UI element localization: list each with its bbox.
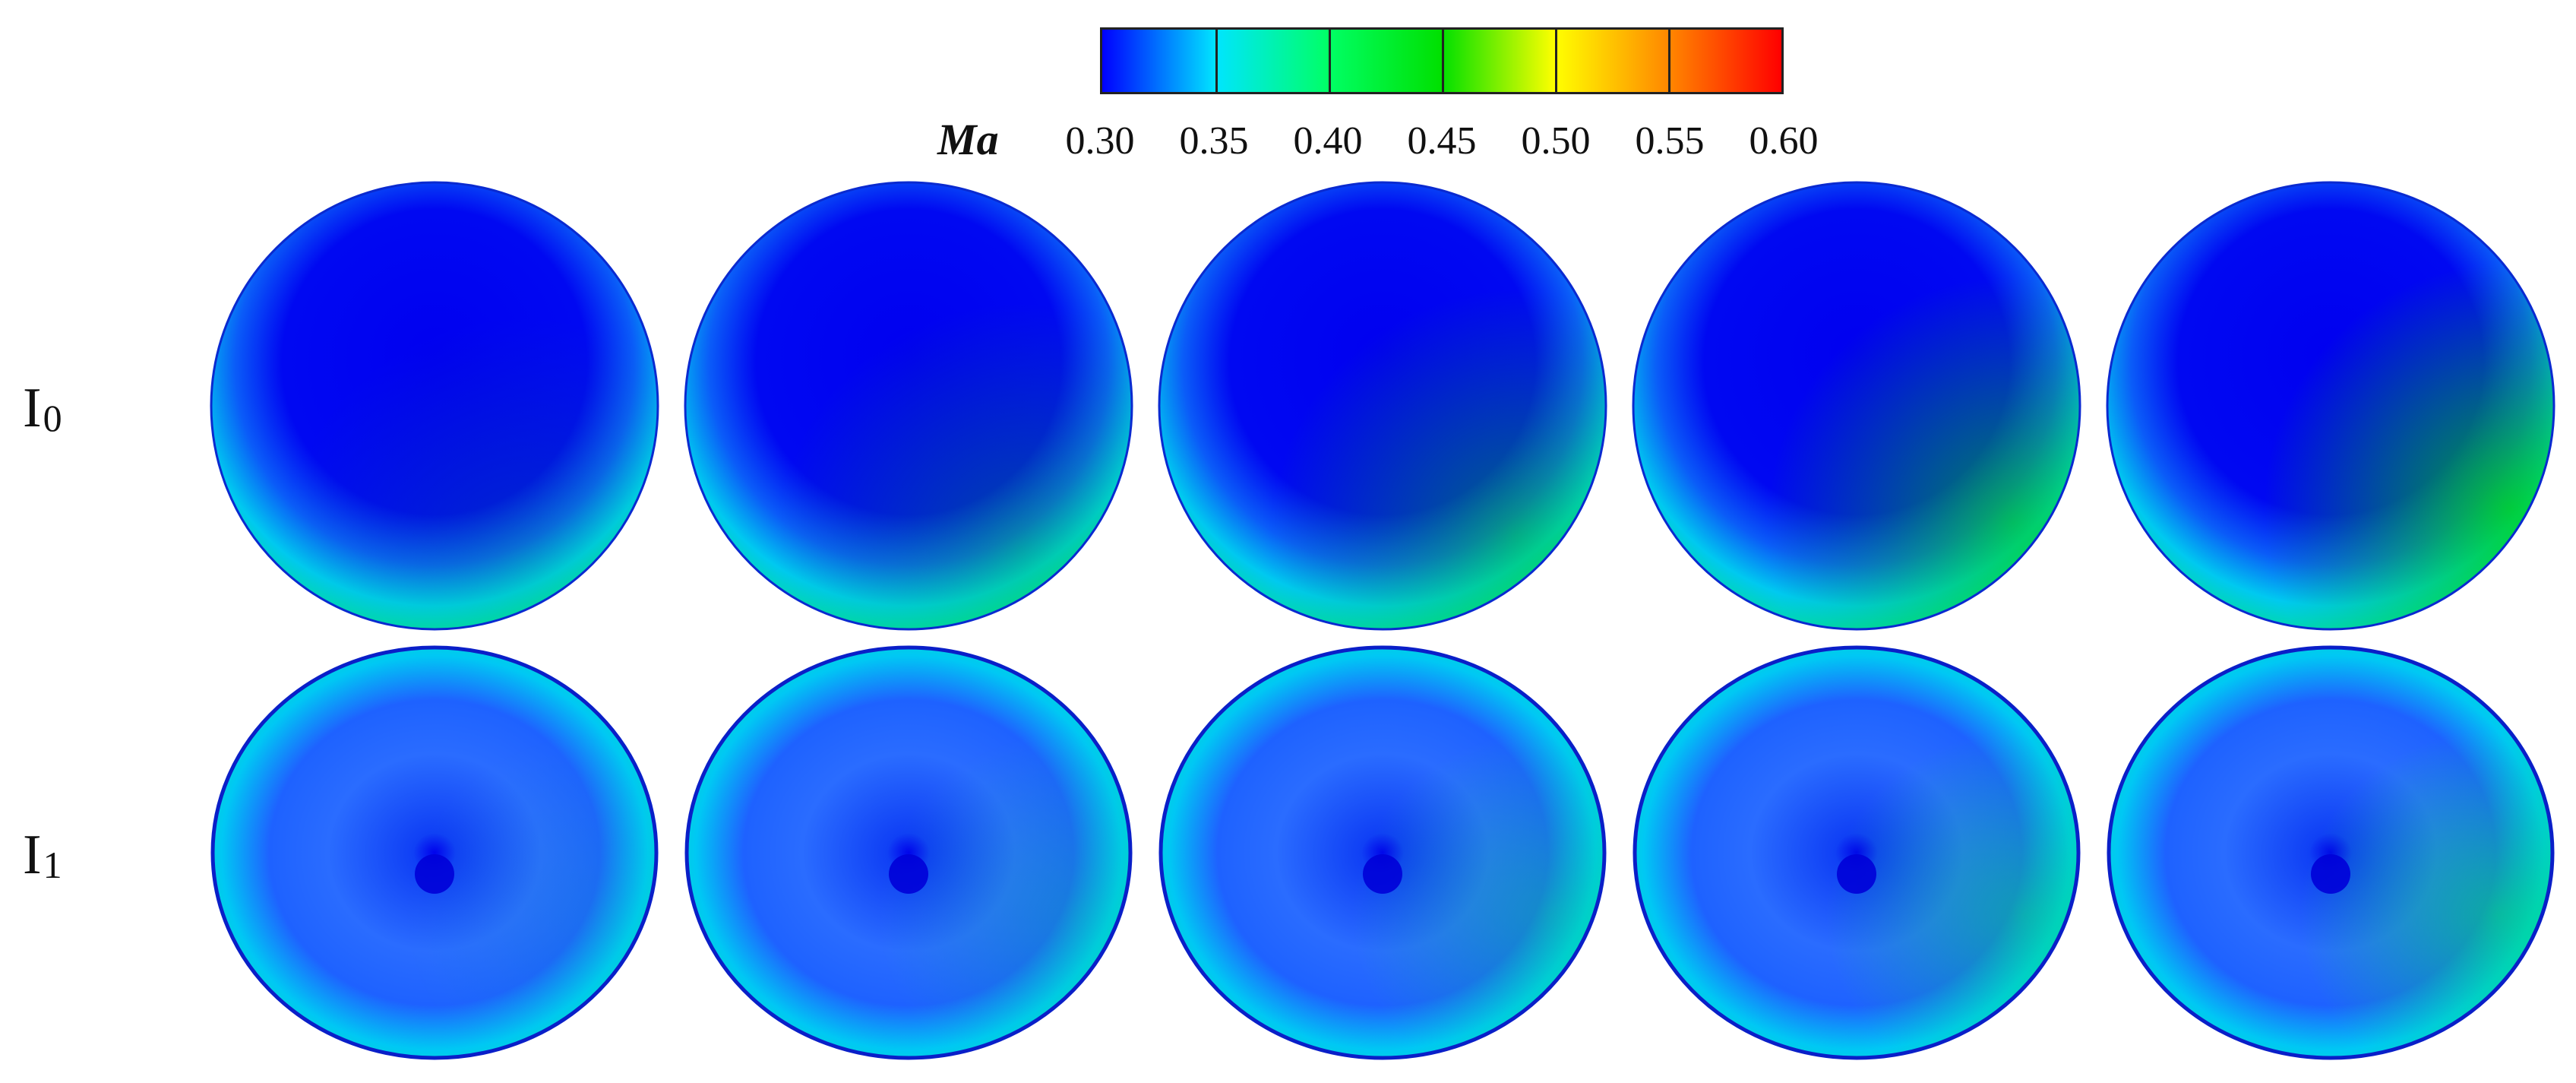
colorbar-separator	[1554, 30, 1557, 92]
colorbar-separator	[1442, 30, 1444, 92]
colorbar-tick-label: 0.30	[1065, 119, 1135, 163]
colorbar-tick-label: 0.50	[1521, 119, 1591, 163]
contour-disk	[684, 181, 1133, 631]
row-label-main: I	[23, 824, 42, 886]
contour-disk	[1158, 645, 1607, 1060]
colorbar-tick-label: 0.55	[1635, 119, 1705, 163]
contour-disk	[1158, 181, 1607, 631]
contour-disk	[210, 181, 659, 631]
colorbar-separator	[1328, 30, 1331, 92]
colorbar-variable-label: Ma	[937, 115, 999, 164]
contour-row-i1	[210, 645, 2555, 1060]
contour-disk	[684, 645, 1133, 1060]
row-label-main: I	[23, 377, 42, 439]
contour-disk	[1633, 645, 2081, 1060]
colorbar-tick-label: 0.45	[1407, 119, 1477, 163]
colorbar-separator	[1215, 30, 1218, 92]
contour-disk	[2106, 181, 2555, 631]
contour-row-i0	[210, 181, 2555, 631]
colorbar-separator	[1668, 30, 1670, 92]
colorbar-tick-label: 0.60	[1749, 119, 1819, 163]
row-label-i0: I0	[23, 380, 62, 437]
contour-disk	[1632, 181, 2081, 631]
row-label-i1: I1	[23, 827, 62, 884]
colorbar	[1100, 27, 1784, 94]
colorbar-tick-label: 0.40	[1293, 119, 1363, 163]
row-label-subscript: 0	[43, 397, 62, 439]
colorbar-tick-label: 0.35	[1179, 119, 1249, 163]
contour-disk	[2107, 645, 2555, 1060]
row-label-subscript: 1	[43, 844, 62, 886]
contour-disk	[210, 645, 659, 1060]
